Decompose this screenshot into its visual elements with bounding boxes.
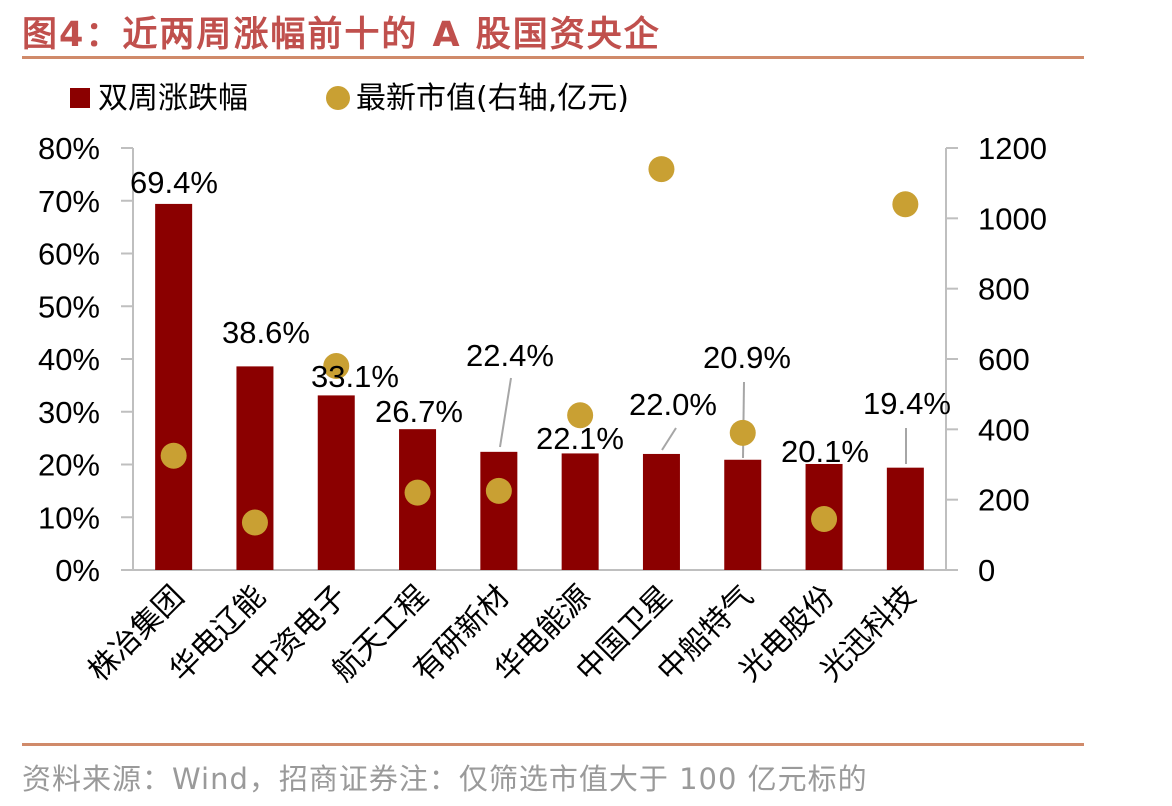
market-cap-dot-10 — [892, 191, 919, 218]
bar-series — [155, 203, 924, 571]
chart-title: 图4：近两周涨幅前十的 A 股国资央企 — [22, 15, 661, 55]
source-note: 资料来源：Wind，招商证券注：仅筛选市值大于 100 亿元标的 — [22, 762, 868, 796]
market-cap-dot-3 — [323, 353, 350, 380]
right-tick-label: 1200 — [978, 131, 1047, 166]
market-cap-dot-8 — [729, 419, 756, 446]
left-tick-label: 0% — [55, 553, 100, 588]
scatter-series — [160, 156, 919, 536]
axes: 0% 10% 20% 30% 40% 50% 60% 70% 80% 0 200 400 600 800 1… — [38, 131, 1047, 588]
chart: 双周涨跌幅 最新市值(右轴,亿元) 0% 10% 20% 30% 40% 50% 60% 70… — [38, 81, 1047, 689]
data-label-1: 69.4% — [130, 165, 218, 200]
bar-6 — [561, 453, 599, 570]
bar-5 — [480, 451, 518, 570]
bar-10 — [886, 467, 924, 570]
data-label-9: 20.1% — [781, 434, 869, 469]
market-cap-dot-4 — [404, 479, 431, 506]
right-tick-label: 1000 — [978, 201, 1047, 236]
data-label-4: 26.7% — [375, 394, 463, 429]
data-label-7: 22.0% — [629, 387, 717, 422]
legend: 双周涨跌幅 最新市值(右轴,亿元) — [70, 81, 629, 116]
right-tick-label: 400 — [978, 412, 1030, 447]
leader-line-5 — [499, 377, 512, 448]
data-label-2: 38.6% — [222, 315, 310, 350]
left-tick-label: 20% — [38, 448, 100, 483]
left-tick-label: 60% — [38, 237, 100, 272]
legend-dot-label: 最新市值(右轴,亿元) — [356, 81, 629, 116]
leader-line-7 — [661, 427, 677, 451]
left-tick-label: 10% — [38, 500, 100, 535]
market-cap-dot-6 — [567, 402, 594, 429]
bar-8 — [724, 459, 762, 570]
data-label-5: 22.4% — [466, 338, 554, 373]
data-label-6: 22.1% — [536, 421, 624, 456]
market-cap-dot-9 — [811, 506, 838, 533]
bar-2 — [236, 366, 274, 570]
legend-bar-swatch — [70, 88, 90, 108]
data-label-8: 20.9% — [703, 340, 791, 375]
footer-divider — [22, 743, 1084, 746]
market-cap-dot-2 — [241, 509, 268, 536]
left-tick-label: 80% — [38, 131, 100, 166]
right-tick-label: 0 — [978, 553, 995, 588]
right-tick-label: 800 — [978, 272, 1030, 307]
bar-1 — [155, 203, 193, 571]
left-tick-label: 40% — [38, 342, 100, 377]
right-tick-label: 200 — [978, 483, 1030, 518]
legend-dot-swatch — [326, 86, 350, 110]
data-label-10: 19.4% — [863, 386, 951, 421]
data-labels: 69.4% 38.6%33.1%26.7%22.4% 22.1%22.0% 20.9%… — [130, 165, 951, 469]
data-label-3: 33.1% — [311, 359, 399, 394]
right-tick-label: 600 — [978, 342, 1030, 377]
bar-7 — [642, 453, 680, 570]
left-tick-label: 50% — [38, 289, 100, 324]
market-cap-dot-1 — [160, 442, 187, 469]
left-tick-label: 30% — [38, 395, 100, 430]
bar-3 — [317, 395, 355, 570]
title-divider — [22, 56, 1084, 59]
market-cap-dot-5 — [485, 477, 512, 504]
market-cap-dot-7 — [648, 156, 675, 183]
left-tick-label: 70% — [38, 184, 100, 219]
legend-bar-label: 双周涨跌幅 — [98, 81, 248, 116]
